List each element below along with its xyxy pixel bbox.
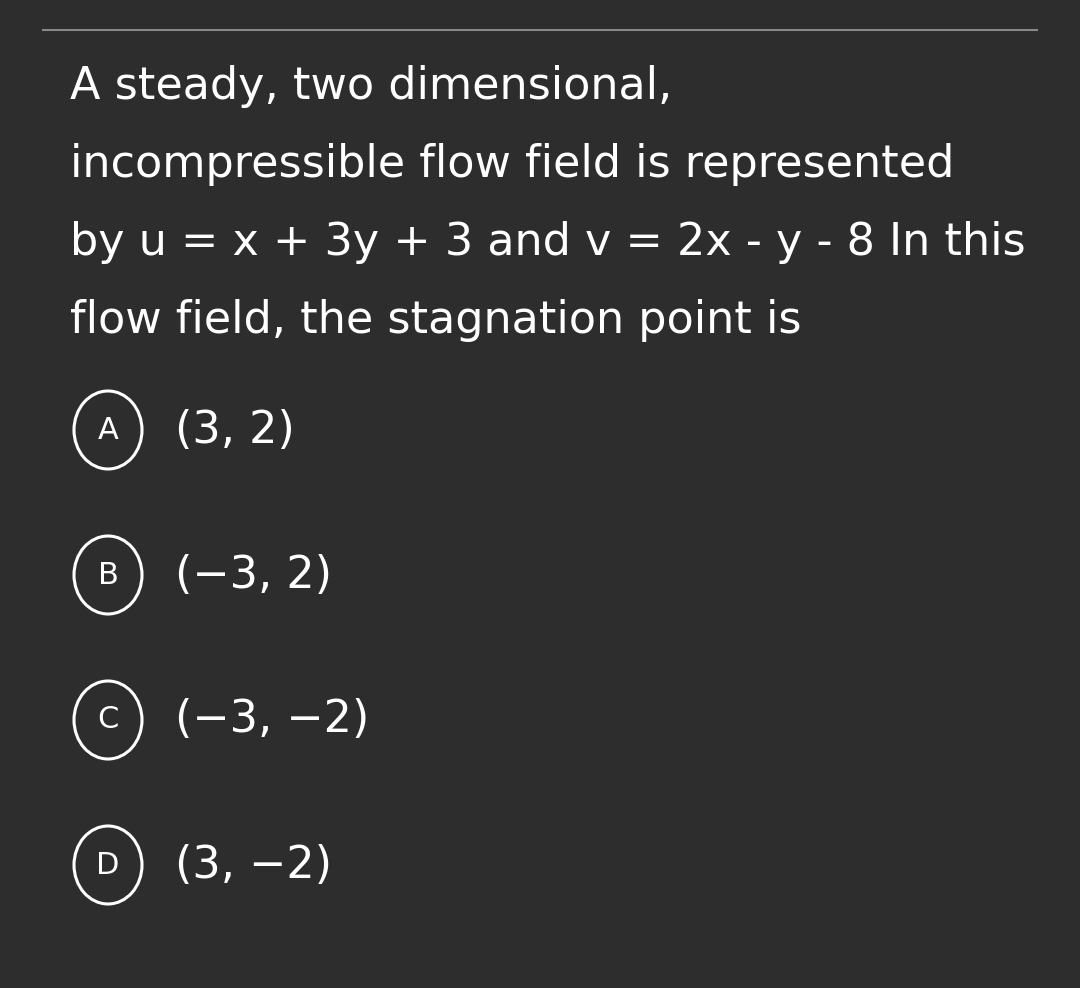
- Text: (3, −2): (3, −2): [175, 844, 332, 886]
- Text: D: D: [96, 851, 120, 879]
- Text: by u = x + 3y + 3 and v = 2x - y - 8 In this: by u = x + 3y + 3 and v = 2x - y - 8 In …: [70, 221, 1026, 264]
- Text: A: A: [97, 416, 119, 445]
- Text: B: B: [97, 560, 119, 590]
- Text: (−3, −2): (−3, −2): [175, 699, 369, 742]
- Text: (3, 2): (3, 2): [175, 408, 295, 452]
- Text: A steady, two dimensional,: A steady, two dimensional,: [70, 65, 672, 108]
- Text: incompressible flow field is represented: incompressible flow field is represented: [70, 143, 955, 186]
- Text: flow field, the stagnation point is: flow field, the stagnation point is: [70, 299, 801, 342]
- Text: (−3, 2): (−3, 2): [175, 553, 332, 597]
- Text: C: C: [97, 705, 119, 734]
